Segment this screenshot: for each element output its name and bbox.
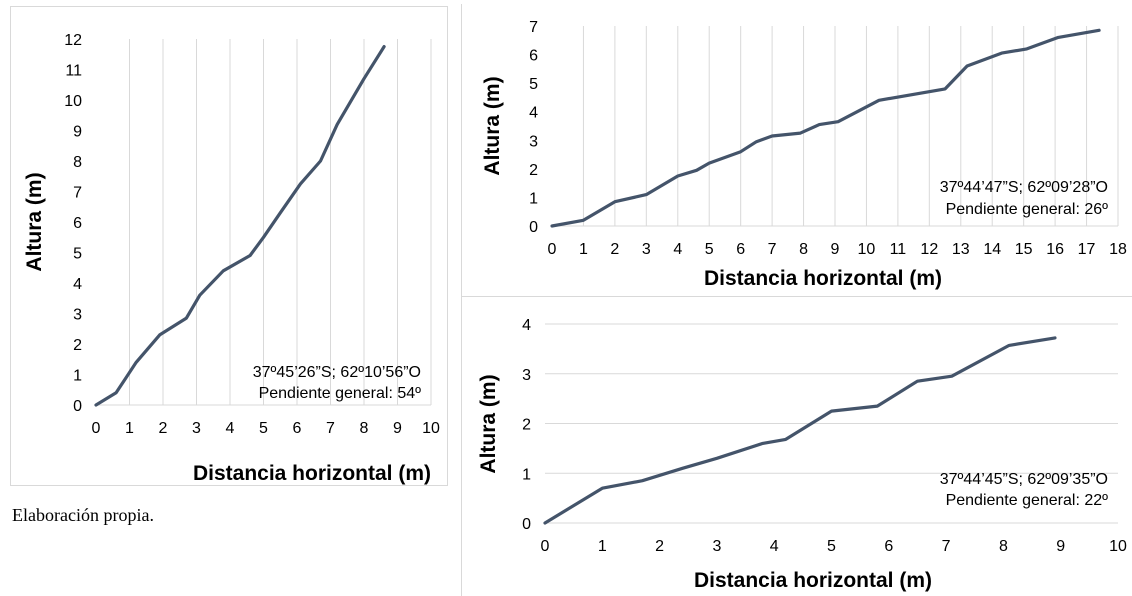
chart-3-xtick-label-6: 6 [884, 538, 893, 555]
chart-2-xtick-label-13: 13 [952, 241, 970, 258]
chart-2-xtick-label-1: 1 [579, 241, 588, 258]
chart-1-ytick-label-2: 2 [73, 337, 82, 354]
chart-1-x-axis-label: Distancia horizontal (m) [193, 462, 431, 485]
chart-1-ytick-label-12: 12 [64, 32, 82, 49]
chart-3-xtick-label-3: 3 [712, 538, 721, 555]
chart-2-ytick-label-2: 2 [529, 162, 538, 179]
chart-3-annotation-slope: Pendiente general: 22º [946, 492, 1109, 509]
chart-3-xtick-label-2: 2 [655, 538, 664, 555]
chart-2-xtick-label-7: 7 [768, 241, 777, 258]
chart-3-svg: 0 1 2 3 4 0 1 2 3 4 5 6 7 8 9 10 Distancia horizontal (m… [477, 317, 1127, 592]
chart-2-xtick-label-2: 2 [610, 241, 619, 258]
panel-divider-vertical [461, 4, 462, 596]
chart-panel-2: 0 1 2 3 4 5 6 7 0 1 2 3 4 5 6 7 8 9 10 11 12 13 14 15 16 17 18 Dist… [463, 6, 1132, 294]
chart-2-xtick-label-10: 10 [858, 241, 876, 258]
chart-3-ytick-label-2: 2 [522, 417, 531, 434]
chart-1-xtick-label-6: 6 [293, 420, 302, 437]
chart-1-ytick-label-3: 3 [73, 307, 82, 324]
chart-3-series-line-0 [543, 336, 1057, 525]
chart-3-xtick-label-1: 1 [598, 538, 607, 555]
chart-1-annotation-coordinates: 37º45’26”S; 62º10’56”O [253, 364, 421, 381]
chart-3-ytick-label-0: 0 [522, 516, 531, 533]
chart-2-xtick-label-15: 15 [1015, 241, 1033, 258]
chart-1-xtick-label-0: 0 [92, 420, 101, 437]
source-note: Elaboración propia. [12, 505, 154, 525]
chart-1-ytick-label-10: 10 [64, 93, 82, 110]
chart-3-xtick-label-9: 9 [1056, 538, 1065, 555]
chart-1-ytick-label-7: 7 [73, 185, 82, 202]
chart-2-y-axis-label: Altura (m) [481, 76, 504, 175]
chart-2-xtick-label-12: 12 [920, 241, 938, 258]
chart-2-ytick-label-5: 5 [529, 76, 538, 93]
panel-divider-horizontal [461, 296, 1132, 297]
chart-2-xtick-label-0: 0 [548, 241, 557, 258]
chart-1-xtick-label-9: 9 [393, 420, 402, 437]
chart-2-xtick-label-11: 11 [890, 241, 907, 258]
chart-2-xtick-label-14: 14 [983, 241, 1001, 258]
chart-3-ytick-label-1: 1 [522, 466, 531, 483]
chart-2-ytick-label-7: 7 [529, 19, 538, 36]
chart-2-ytick-label-0: 0 [529, 219, 538, 236]
chart-1-xtick-label-7: 7 [326, 420, 335, 437]
chart-1-ytick-label-1: 1 [73, 368, 82, 385]
chart-1-xtick-label-8: 8 [360, 420, 369, 437]
chart-1-series-line-0 [94, 44, 386, 407]
chart-2-ytick-label-4: 4 [529, 105, 538, 122]
chart-3-ytick-label-3: 3 [522, 367, 531, 384]
chart-panel-1: 0 1 2 3 4 5 6 7 8 9 10 11 12 0 1 2 3 4 5 6 7 8 9 10 Distancia ho… [10, 6, 448, 486]
chart-2-xtick-label-17: 17 [1078, 241, 1096, 258]
chart-2-xtick-label-4: 4 [673, 241, 682, 258]
chart-2-xtick-label-16: 16 [1046, 241, 1064, 258]
chart-3-annotation-coordinates: 37º44’45”S; 62º09’35”O [940, 471, 1108, 488]
chart-3-xtick-label-7: 7 [942, 538, 951, 555]
chart-2-ytick-label-1: 1 [529, 190, 538, 207]
chart-2-annotation-slope: Pendiente general: 26º [946, 201, 1109, 218]
chart-3-x-axis-label: Distancia horizontal (m) [694, 569, 932, 592]
chart-1-ytick-label-6: 6 [73, 215, 82, 232]
chart-2-ytick-label-3: 3 [529, 133, 538, 150]
chart-2-xtick-label-6: 6 [736, 241, 745, 258]
chart-1-ytick-label-4: 4 [73, 276, 82, 293]
chart-2-xtick-label-5: 5 [705, 241, 714, 258]
chart-panel-3: 0 1 2 3 4 0 1 2 3 4 5 6 7 8 9 10 Distancia horizontal (m… [463, 300, 1132, 596]
chart-3-xtick-label-8: 8 [999, 538, 1008, 555]
chart-2-xtick-label-18: 18 [1109, 241, 1127, 258]
chart-3-y-axis-label: Altura (m) [477, 374, 500, 473]
chart-1-ytick-label-5: 5 [73, 246, 82, 263]
chart-2-ytick-label-6: 6 [529, 48, 538, 65]
chart-1-y-axis-label: Altura (m) [23, 172, 46, 271]
chart-3-xtick-label-0: 0 [541, 538, 550, 555]
chart-1-xtick-label-2: 2 [159, 420, 168, 437]
chart-1-ytick-label-9: 9 [73, 124, 82, 141]
chart-2-series-line-0 [550, 28, 1101, 228]
chart-1-xtick-label-4: 4 [226, 420, 235, 437]
chart-1-xtick-label-10: 10 [422, 420, 440, 437]
chart-1-xtick-label-3: 3 [192, 420, 201, 437]
chart-1-xtick-label-5: 5 [259, 420, 268, 437]
chart-1-xtick-label-1: 1 [125, 420, 134, 437]
chart-1-ytick-label-0: 0 [73, 398, 82, 415]
chart-2-xtick-label-3: 3 [642, 241, 651, 258]
chart-1-ytick-label-11: 11 [65, 63, 82, 80]
chart-3-xtick-label-4: 4 [770, 538, 779, 555]
chart-2-xtick-label-8: 8 [799, 241, 808, 258]
chart-3-xtick-label-10: 10 [1109, 538, 1127, 555]
chart-2-annotation-coordinates: 37º44’47”S; 62º09’28”O [940, 179, 1108, 196]
chart-1-ytick-label-8: 8 [73, 154, 82, 171]
chart-3-ytick-label-4: 4 [522, 317, 531, 334]
chart-3-xtick-label-5: 5 [827, 538, 836, 555]
chart-1-annotation-slope: Pendiente general: 54º [259, 385, 422, 402]
chart-2-xtick-label-9: 9 [831, 241, 840, 258]
chart-2-x-axis-label: Distancia horizontal (m) [704, 267, 942, 290]
